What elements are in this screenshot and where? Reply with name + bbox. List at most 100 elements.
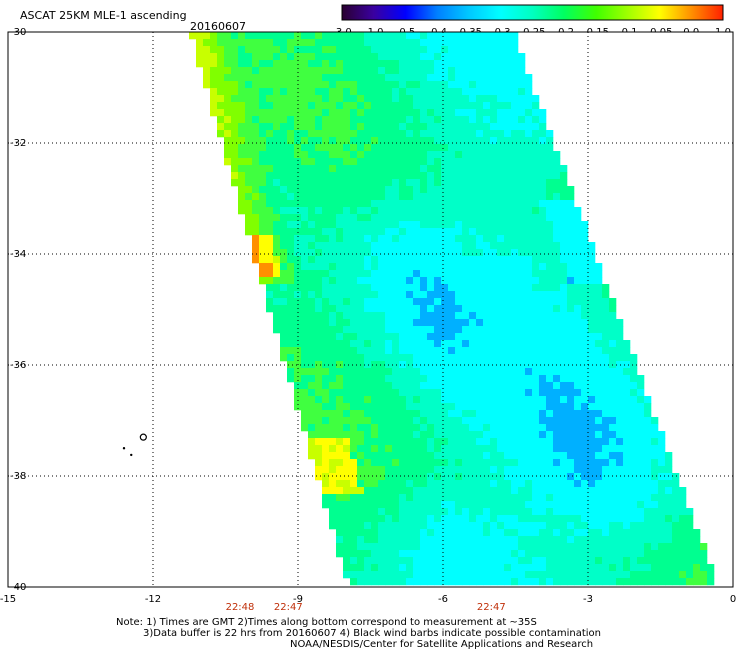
swath-cell <box>588 256 596 264</box>
swath-cell <box>511 389 519 397</box>
swath-cell <box>609 333 617 341</box>
swath-cell <box>245 130 253 138</box>
swath-cell <box>441 102 449 110</box>
swath-cell <box>434 298 442 306</box>
swath-cell <box>518 256 526 264</box>
swath-cell <box>441 179 449 187</box>
swath-cell <box>518 557 526 565</box>
swath-cell <box>343 88 351 96</box>
swath-cell <box>476 508 484 516</box>
swath-cell <box>322 270 330 278</box>
swath-cell <box>280 46 288 54</box>
swath-cell <box>434 102 442 110</box>
swath-cell <box>434 200 442 208</box>
swath-cell <box>434 529 442 537</box>
swath-cell <box>469 382 477 390</box>
swath-cell <box>224 151 232 159</box>
swath-cell <box>539 312 547 320</box>
swath-cell <box>294 123 302 131</box>
swath-cell <box>371 172 379 180</box>
swath-cell <box>308 452 316 460</box>
swath-cell <box>392 410 400 418</box>
swath-cell <box>336 333 344 341</box>
swath-cell <box>448 130 456 138</box>
swath-cell <box>630 354 638 362</box>
swath-cell <box>483 228 491 236</box>
swath-cell <box>497 270 505 278</box>
swath-cell <box>483 375 491 383</box>
swath-cell <box>623 375 631 383</box>
swath-cell <box>329 494 337 502</box>
swath-cell <box>560 200 568 208</box>
swath-cell <box>651 466 659 474</box>
swath-cell <box>280 158 288 166</box>
swath-cell <box>287 277 295 285</box>
swath-cell <box>364 249 372 257</box>
swath-cell <box>567 186 575 194</box>
swath-cell <box>413 578 421 586</box>
swath-cell <box>385 270 393 278</box>
swath-cell <box>462 543 470 551</box>
swath-cell <box>308 179 316 187</box>
swath-cell <box>392 305 400 313</box>
swath-cell <box>343 179 351 187</box>
swath-cell <box>476 109 484 117</box>
swath-cell <box>385 445 393 453</box>
swath-cell <box>357 515 365 523</box>
swath-cell <box>315 74 323 82</box>
swath-cell <box>308 39 316 47</box>
swath-cell <box>448 410 456 418</box>
swath-cell <box>441 501 449 509</box>
swath-cell <box>245 200 253 208</box>
swath-cell <box>448 550 456 558</box>
swath-cell <box>560 354 568 362</box>
swath-cell <box>539 368 547 376</box>
swath-cell <box>546 515 554 523</box>
swath-cell <box>378 326 386 334</box>
swath-cell <box>392 81 400 89</box>
swath-cell <box>623 508 631 516</box>
swath-cell <box>455 417 463 425</box>
swath-cell <box>581 487 589 495</box>
swath-cell <box>399 74 407 82</box>
swath-cell <box>476 186 484 194</box>
swath-cell <box>441 263 449 271</box>
swath-cell <box>574 578 582 586</box>
swath-cell <box>553 473 561 481</box>
swath-cell <box>469 291 477 299</box>
swath-cell <box>336 347 344 355</box>
swath-cell <box>525 228 533 236</box>
swath-cell <box>574 550 582 558</box>
swath-cell <box>273 305 281 313</box>
swath-cell <box>546 207 554 215</box>
swath-cell <box>588 466 596 474</box>
swath-cell <box>336 221 344 229</box>
swath-cell <box>406 389 414 397</box>
swath-cell <box>364 137 372 145</box>
swath-cell <box>525 291 533 299</box>
swath-cell <box>273 298 281 306</box>
swath-cell <box>322 109 330 117</box>
swath-cell <box>476 431 484 439</box>
swath-cell <box>448 165 456 173</box>
swath-cell <box>588 550 596 558</box>
swath-cell <box>287 305 295 313</box>
swath-cell <box>378 179 386 187</box>
swath-cell <box>378 158 386 166</box>
swath-cell <box>623 501 631 509</box>
swath-cell <box>315 445 323 453</box>
swath-cell <box>588 508 596 516</box>
swath-cell <box>490 102 498 110</box>
swath-cell <box>238 74 246 82</box>
swath-cell <box>336 403 344 411</box>
swath-cell <box>546 396 554 404</box>
swath-cell <box>644 445 652 453</box>
swath-cell <box>651 536 659 544</box>
swath-cell <box>441 340 449 348</box>
lat-tick-label: -34 <box>10 249 26 260</box>
swath-cell <box>266 53 274 61</box>
swath-cell <box>399 382 407 390</box>
swath-cell <box>406 522 414 530</box>
swath-cell <box>686 529 694 537</box>
swath-cell <box>336 158 344 166</box>
